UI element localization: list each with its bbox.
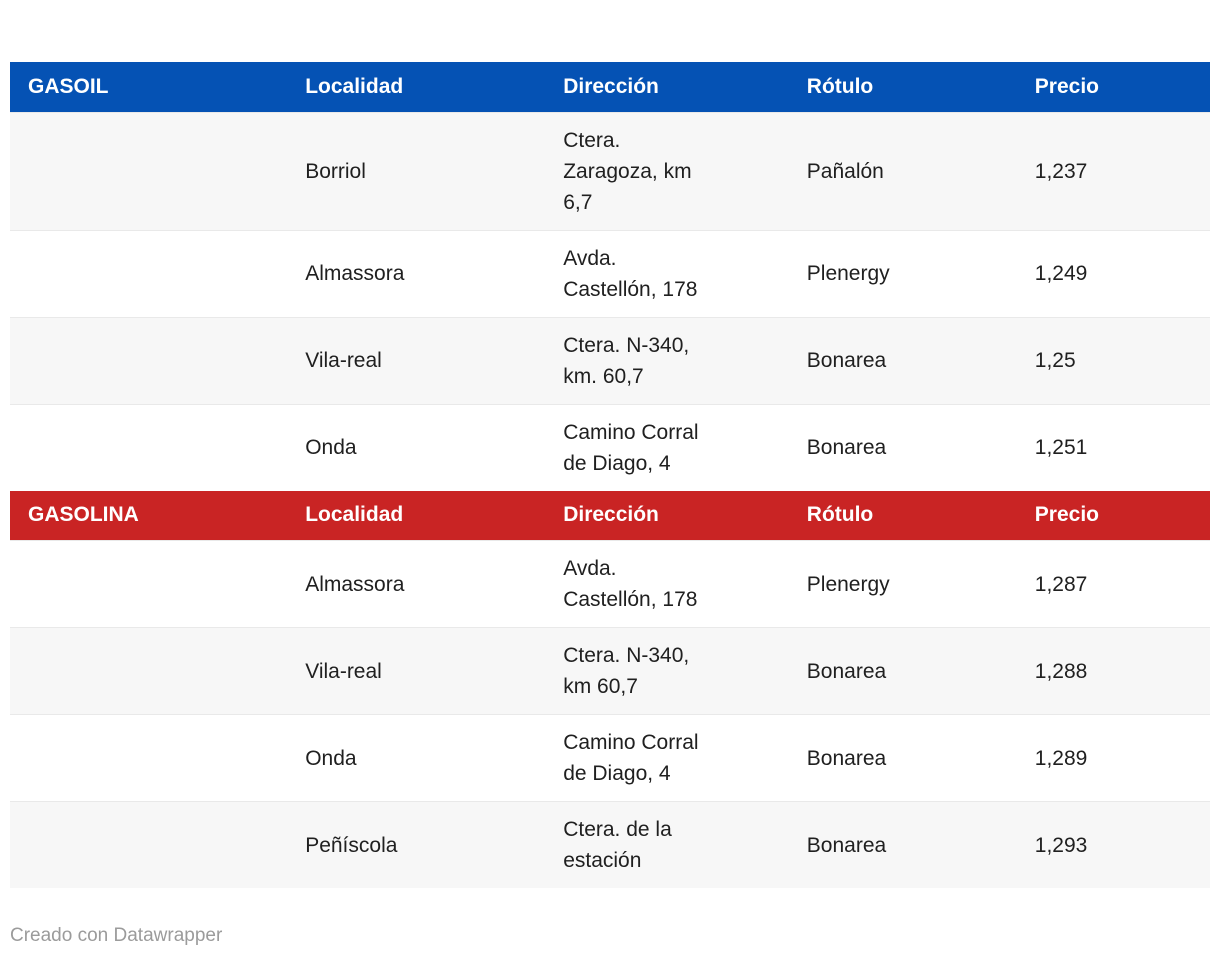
direccion-cell: Avda. Castellón, 178 <box>563 557 698 611</box>
table-row: Borriol Ctera. Zaragoza, km 6,7 Pañalón … <box>10 112 1210 230</box>
localidad-cell: Peñíscola <box>305 833 398 857</box>
column-header-direccion: Dirección <box>563 503 659 527</box>
table-row: Onda Camino Corral de Diago, 4 Bonarea 1… <box>10 404 1210 491</box>
precio-cell: 1,293 <box>1034 833 1088 857</box>
column-header-rotulo: Rótulo <box>806 503 874 527</box>
gasoil-table: GASOIL Localidad Dirección Rótulo Precio… <box>10 62 1210 491</box>
gasoil-section-title: GASOIL <box>28 74 109 98</box>
column-header-precio: Precio <box>1034 503 1099 527</box>
price-tables: GASOIL Localidad Dirección Rótulo Precio… <box>10 62 1210 888</box>
column-header-direccion: Dirección <box>563 74 659 98</box>
row-spacer-cell <box>10 802 287 889</box>
localidad-cell: Almassora <box>305 262 405 285</box>
direccion-cell: Camino Corral de Diago, 4 <box>563 420 699 475</box>
precio-cell: 1,287 <box>1034 572 1088 596</box>
rotulo-cell: Plenergy <box>806 572 890 596</box>
direccion-cell: Avda. Castellón, 178 <box>563 246 698 301</box>
precio-cell: 1,251 <box>1034 436 1088 459</box>
table-row: Almassora Avda. Castellón, 178 Plenergy … <box>10 230 1210 317</box>
localidad-cell: Borriol <box>305 159 366 183</box>
gasolina-header-row: GASOLINA Localidad Dirección Rótulo Prec… <box>10 490 1210 541</box>
rotulo-cell: Bonarea <box>806 833 887 857</box>
datawrapper-credit: Creado con Datawrapper <box>10 925 1220 947</box>
rotulo-cell: Bonarea <box>806 436 887 459</box>
datawrapper-credit-link[interactable]: Creado con Datawrapper <box>10 925 223 946</box>
localidad-cell: Onda <box>305 746 357 770</box>
gasoil-header-row: GASOIL Localidad Dirección Rótulo Precio <box>10 62 1210 112</box>
direccion-cell: Ctera. Zaragoza, km 6,7 <box>563 128 692 214</box>
localidad-cell: Onda <box>305 436 357 459</box>
row-spacer-cell <box>10 404 287 491</box>
direccion-cell: Ctera. N-340, km. 60,7 <box>563 333 690 388</box>
row-spacer-cell <box>10 230 287 317</box>
table-row: Vila-real Ctera. N-340, km. 60,7 Bonarea… <box>10 317 1210 404</box>
column-header-precio: Precio <box>1034 74 1099 98</box>
rotulo-cell: Bonarea <box>806 746 887 770</box>
direccion-cell: Ctera. de la estación <box>563 818 672 872</box>
precio-cell: 1,249 <box>1034 262 1088 285</box>
row-spacer-cell <box>10 541 287 628</box>
table-row: Vila-real Ctera. N-340, km 60,7 Bonarea … <box>10 627 1210 715</box>
localidad-cell: Almassora <box>305 572 405 596</box>
rotulo-cell: Plenergy <box>806 262 890 285</box>
localidad-cell: Vila-real <box>305 349 382 372</box>
precio-cell: 1,289 <box>1034 746 1088 770</box>
column-header-rotulo: Rótulo <box>806 74 874 98</box>
direccion-cell: Camino Corral de Diago, 4 <box>563 731 699 785</box>
rotulo-cell: Pañalón <box>806 159 884 183</box>
direccion-cell: Ctera. N-340, km 60,7 <box>563 644 690 698</box>
table-row: Peñíscola Ctera. de la estación Bonarea … <box>10 801 1210 889</box>
column-header-localidad: Localidad <box>305 74 404 98</box>
row-spacer-cell <box>10 317 287 404</box>
table-row: Almassora Avda. Castellón, 178 Plenergy … <box>10 540 1210 628</box>
row-spacer-cell <box>10 715 287 802</box>
gasolina-table: GASOLINA Localidad Dirección Rótulo Prec… <box>10 490 1210 889</box>
localidad-cell: Vila-real <box>305 659 382 683</box>
row-spacer-cell <box>10 628 287 715</box>
column-header-localidad: Localidad <box>305 503 404 527</box>
precio-cell: 1,25 <box>1034 349 1076 372</box>
row-spacer-cell <box>10 112 287 230</box>
table-row: Onda Camino Corral de Diago, 4 Bonarea 1… <box>10 714 1210 802</box>
rotulo-cell: Bonarea <box>806 349 887 372</box>
precio-cell: 1,237 <box>1034 159 1088 183</box>
gasolina-section-title: GASOLINA <box>28 503 139 527</box>
rotulo-cell: Bonarea <box>806 659 887 683</box>
precio-cell: 1,288 <box>1034 659 1088 683</box>
